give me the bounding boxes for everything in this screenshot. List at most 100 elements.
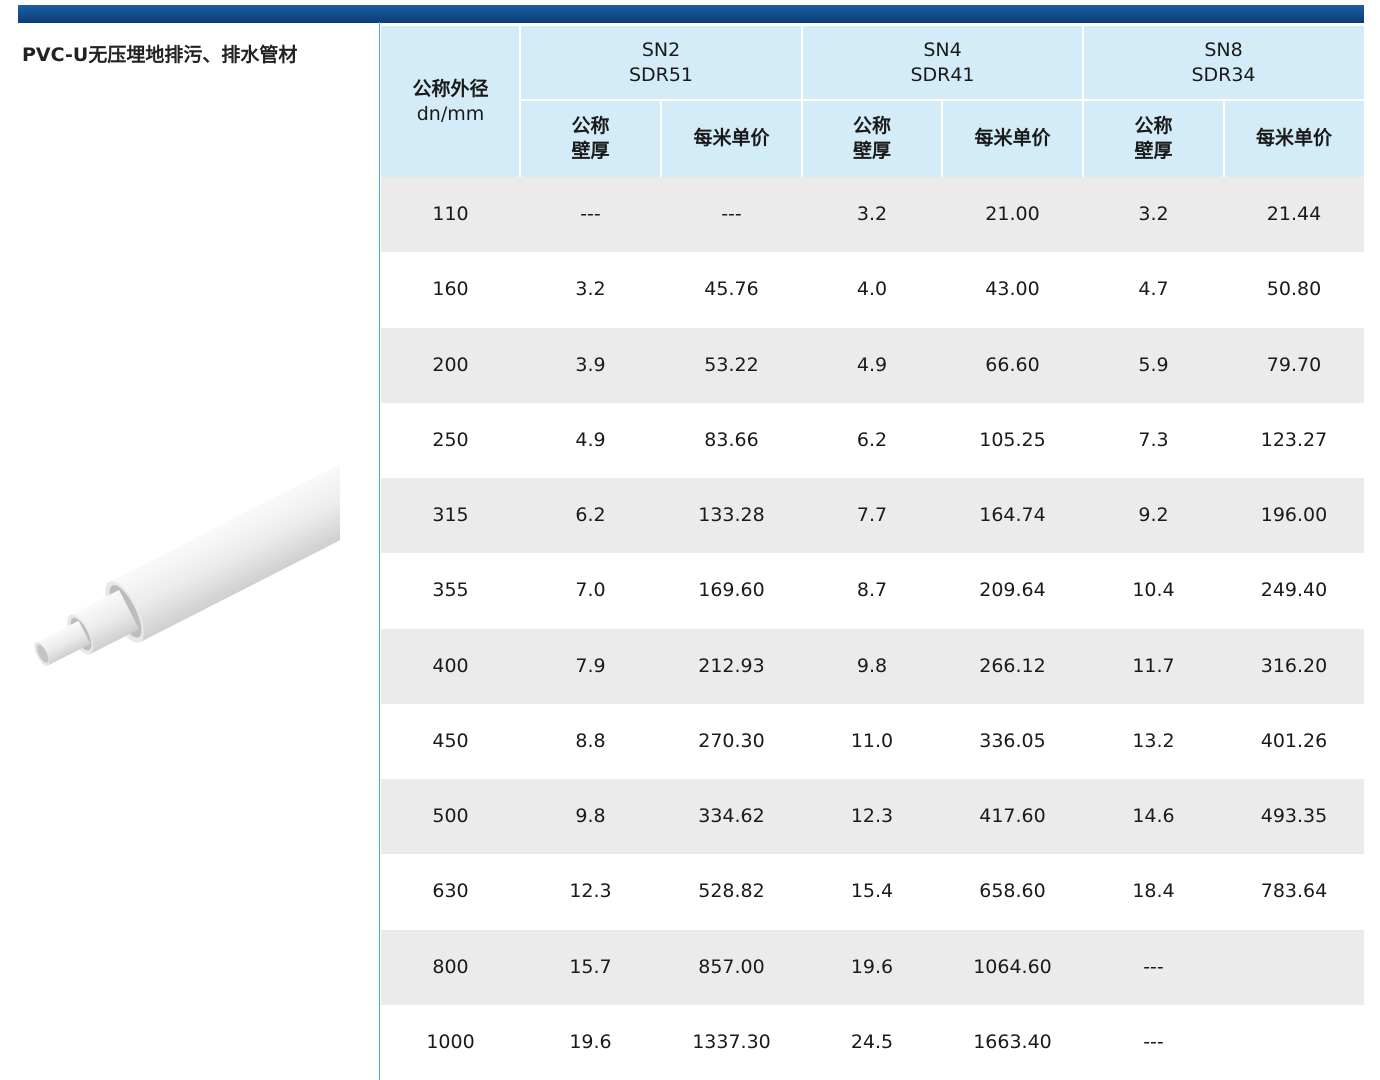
cell-text: 15.7 xyxy=(569,955,612,978)
cell-text: 3.2 xyxy=(856,203,888,226)
table-cell: 7.3 xyxy=(1083,403,1224,478)
table-row xyxy=(381,553,1364,629)
column-header: 公称 壁厚 xyxy=(520,100,661,177)
cell-text: 7.0 xyxy=(575,579,606,602)
table-cell: 400 xyxy=(381,629,520,704)
table-cell: 196.00 xyxy=(1224,478,1364,553)
cell-text: SN2 xyxy=(641,39,681,61)
cell-text: 249.40 xyxy=(1260,579,1328,602)
cell-text: 19.6 xyxy=(850,955,894,978)
cell-text: 12.3 xyxy=(850,805,894,828)
table-cell: 630 xyxy=(381,854,520,929)
cell-text: 209.64 xyxy=(979,579,1046,602)
table-cell: 1337.30 xyxy=(661,1005,802,1080)
cell-text: 800 xyxy=(432,955,469,978)
cell-text: 4.9 xyxy=(575,428,606,451)
table-cell: 4.7 xyxy=(1083,252,1224,327)
table-cell: 3.2 xyxy=(1083,177,1224,252)
table-cell: 12.3 xyxy=(802,779,942,854)
pipe-image xyxy=(34,458,340,666)
cell-text: 18.4 xyxy=(1132,880,1175,903)
table-cell: 4.0 xyxy=(802,252,942,327)
table-cell: 270.30 xyxy=(661,704,802,779)
group-header: SN8 SDR34 xyxy=(1083,26,1364,100)
page-title: PVC-U无压埋地排污、排水管材 xyxy=(22,44,298,66)
cell-text: 3.9 xyxy=(575,353,606,376)
cell-text: 24.5 xyxy=(850,1030,894,1053)
cell-text: 160 xyxy=(432,278,469,301)
cell-text: SDR34 xyxy=(1191,64,1256,86)
table-cell: 9.8 xyxy=(802,629,942,704)
cell-text: 4.7 xyxy=(1138,278,1169,301)
table-cell: 336.05 xyxy=(942,704,1083,779)
cell-text: 1663.40 xyxy=(973,1030,1052,1053)
cell-text: 壁厚 xyxy=(852,139,891,162)
cell-text: 14.6 xyxy=(1132,805,1175,828)
cell-text: 783.64 xyxy=(1260,880,1328,903)
cell-text: 196.00 xyxy=(1260,504,1328,527)
cell-text: 壁厚 xyxy=(1134,139,1173,162)
cell-text: 15.4 xyxy=(850,880,894,903)
table-cell: 79.70 xyxy=(1224,328,1364,403)
table-cell: 15.4 xyxy=(802,854,942,929)
table-cell: 450 xyxy=(381,704,520,779)
table-cell: 800 xyxy=(381,930,520,1005)
table-cell: 160 xyxy=(381,252,520,327)
cell-text: 493.35 xyxy=(1260,805,1328,828)
cell-text: --- xyxy=(580,203,601,226)
cell-text: SDR51 xyxy=(628,64,694,86)
column-header: 公称 壁厚 xyxy=(1083,100,1224,177)
table-row xyxy=(381,327,1364,403)
table-cell: 8.7 xyxy=(802,553,942,628)
cell-text: 7.9 xyxy=(575,654,606,677)
cell-text: 8.7 xyxy=(856,579,888,602)
table-cell: 783.64 xyxy=(1224,854,1364,929)
cell-text: 79.70 xyxy=(1266,353,1322,376)
table-cell: 21.00 xyxy=(942,177,1083,252)
table-cell: 200 xyxy=(381,328,520,403)
cell-text: --- xyxy=(1143,1030,1164,1053)
table-cell: 11.0 xyxy=(802,704,942,779)
table-cell: 45.76 xyxy=(661,252,802,327)
cell-text: 21.00 xyxy=(985,203,1040,226)
cell-text: 417.60 xyxy=(979,805,1046,828)
cell-text: --- xyxy=(1143,955,1164,978)
table-cell: 19.6 xyxy=(520,1005,661,1080)
cell-text: 315 xyxy=(432,504,469,527)
table-cell: 3.2 xyxy=(520,252,661,327)
table-cell: 12.3 xyxy=(520,854,661,929)
column-header: 每米单价 xyxy=(661,100,802,177)
table-cell: 334.62 xyxy=(661,779,802,854)
table-cell: 14.6 xyxy=(1083,779,1224,854)
table-row xyxy=(381,177,1364,253)
table-cell: 7.0 xyxy=(520,553,661,628)
table-cell: 417.60 xyxy=(942,779,1083,854)
cell-text: --- xyxy=(721,203,742,226)
cell-text: 123.27 xyxy=(1260,428,1328,451)
table-cell: 250 xyxy=(381,403,520,478)
cell-text: 3.2 xyxy=(1138,203,1169,226)
group-header: SN4 SDR41 xyxy=(802,26,1083,100)
table-cell: 53.22 xyxy=(661,328,802,403)
cell-text: 528.82 xyxy=(698,880,765,903)
cell-text: 450 xyxy=(432,729,469,752)
cell-text: 8.8 xyxy=(575,729,606,752)
table-row xyxy=(381,779,1364,855)
table-cell: 18.4 xyxy=(1083,854,1224,929)
table-cell: 4.9 xyxy=(520,403,661,478)
table-row xyxy=(381,929,1364,1005)
cell-text: 公称 xyxy=(571,114,610,137)
table-row xyxy=(381,854,1364,930)
cell-text: 50.80 xyxy=(1266,278,1322,301)
cell-text: 12.3 xyxy=(569,880,612,903)
cell-text: 13.2 xyxy=(1132,729,1175,752)
table-cell: 83.66 xyxy=(661,403,802,478)
table-cell: 164.74 xyxy=(942,478,1083,553)
table-cell: 1663.40 xyxy=(942,1005,1083,1080)
group-header: SN2 SDR51 xyxy=(520,26,802,100)
cell-text: 每米单价 xyxy=(693,127,770,149)
table-cell: 6.2 xyxy=(520,478,661,553)
table-cell: 4.9 xyxy=(802,328,942,403)
table-cell: 3.9 xyxy=(520,328,661,403)
